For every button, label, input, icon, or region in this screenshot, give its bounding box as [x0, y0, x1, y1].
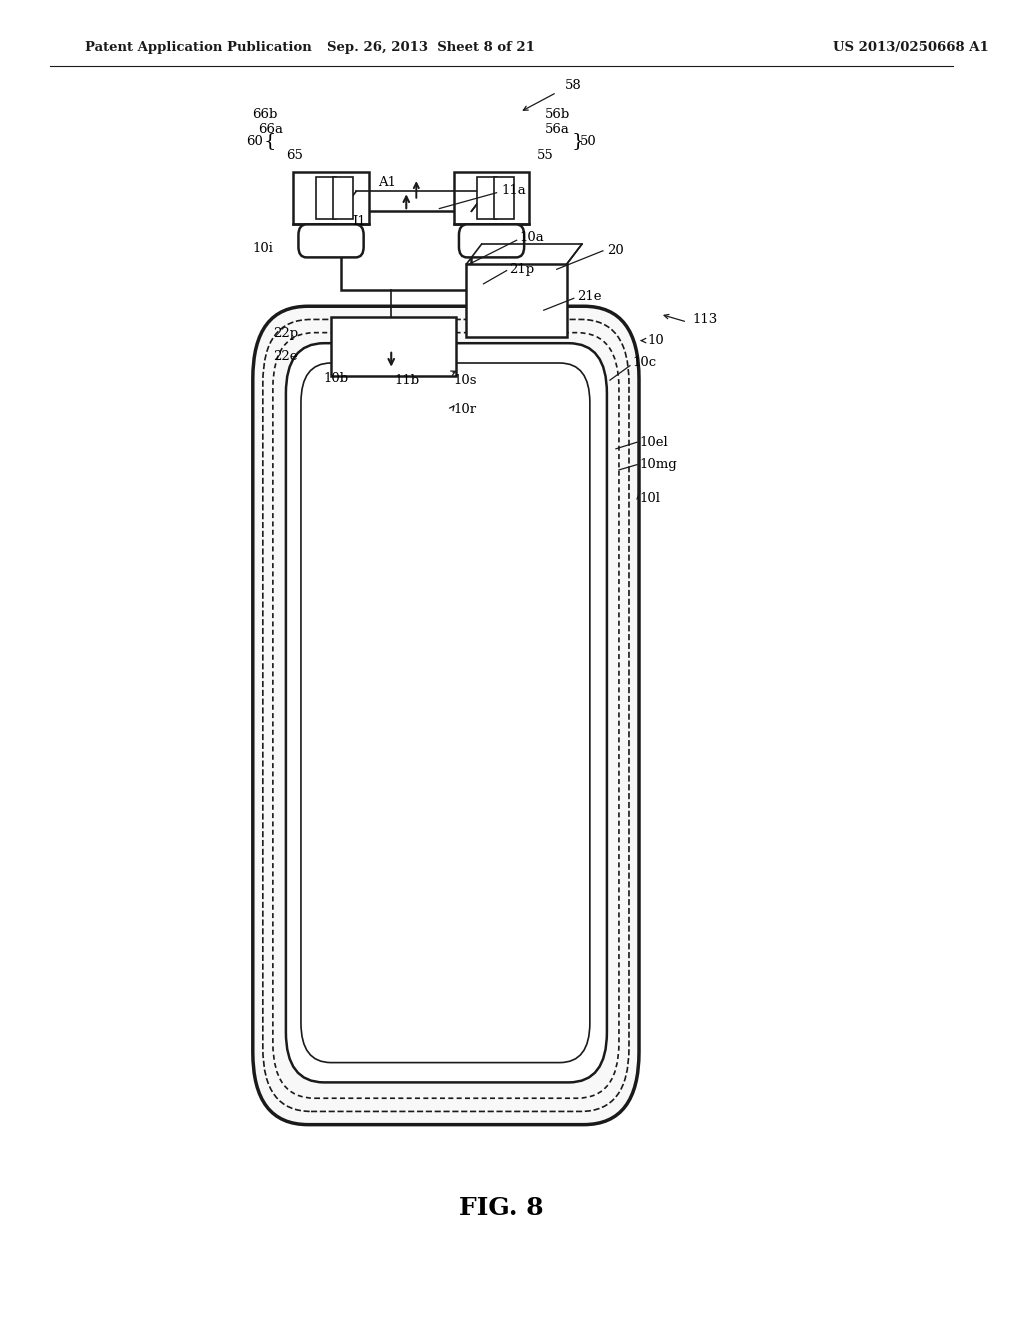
Text: 56b: 56b: [545, 108, 570, 121]
Text: 10c: 10c: [632, 356, 656, 370]
Text: }: }: [571, 132, 584, 150]
FancyBboxPatch shape: [341, 211, 471, 290]
Text: 60: 60: [246, 135, 263, 148]
FancyBboxPatch shape: [331, 317, 457, 376]
Bar: [494, 177, 514, 219]
Text: Patent Application Publication: Patent Application Publication: [85, 41, 312, 54]
Text: 10b: 10b: [323, 372, 348, 385]
Text: 11a: 11a: [502, 183, 526, 197]
Text: A1: A1: [378, 176, 396, 189]
Text: 22p: 22p: [272, 327, 298, 341]
Text: 113: 113: [692, 313, 718, 326]
Text: US 2013/0250668 A1: US 2013/0250668 A1: [833, 41, 988, 54]
Text: 20: 20: [607, 244, 624, 257]
Text: 10i: 10i: [252, 242, 272, 255]
Text: I1: I1: [352, 215, 367, 228]
FancyBboxPatch shape: [301, 363, 590, 1063]
Text: 10: 10: [647, 334, 664, 347]
Text: {: {: [263, 132, 275, 150]
FancyBboxPatch shape: [298, 224, 364, 257]
FancyBboxPatch shape: [459, 224, 524, 257]
Text: 58: 58: [565, 79, 582, 92]
Bar: [454, 172, 529, 224]
Bar: [333, 177, 353, 219]
Text: 10l: 10l: [639, 492, 660, 506]
Text: Sep. 26, 2013  Sheet 8 of 21: Sep. 26, 2013 Sheet 8 of 21: [328, 41, 536, 54]
Text: 65: 65: [286, 149, 303, 162]
FancyBboxPatch shape: [253, 306, 639, 1125]
Bar: [294, 172, 369, 224]
FancyBboxPatch shape: [467, 264, 567, 337]
Text: 66b: 66b: [253, 108, 278, 121]
Text: 22e: 22e: [273, 350, 298, 363]
Text: 50: 50: [580, 135, 597, 148]
Text: 21e: 21e: [577, 290, 601, 304]
Text: 11b: 11b: [394, 374, 420, 387]
Text: 66a: 66a: [258, 123, 283, 136]
Text: 10mg: 10mg: [639, 458, 677, 471]
Text: 56a: 56a: [545, 123, 569, 136]
Text: 10s: 10s: [454, 374, 477, 387]
Text: FIG. 8: FIG. 8: [460, 1196, 544, 1220]
Text: 21p: 21p: [510, 263, 535, 276]
Text: 10a: 10a: [519, 231, 545, 244]
Text: 10r: 10r: [454, 403, 476, 416]
Text: 10el: 10el: [639, 436, 668, 449]
FancyBboxPatch shape: [286, 343, 607, 1082]
Text: 55: 55: [537, 149, 553, 162]
Bar: [316, 177, 336, 219]
Bar: [476, 177, 497, 219]
